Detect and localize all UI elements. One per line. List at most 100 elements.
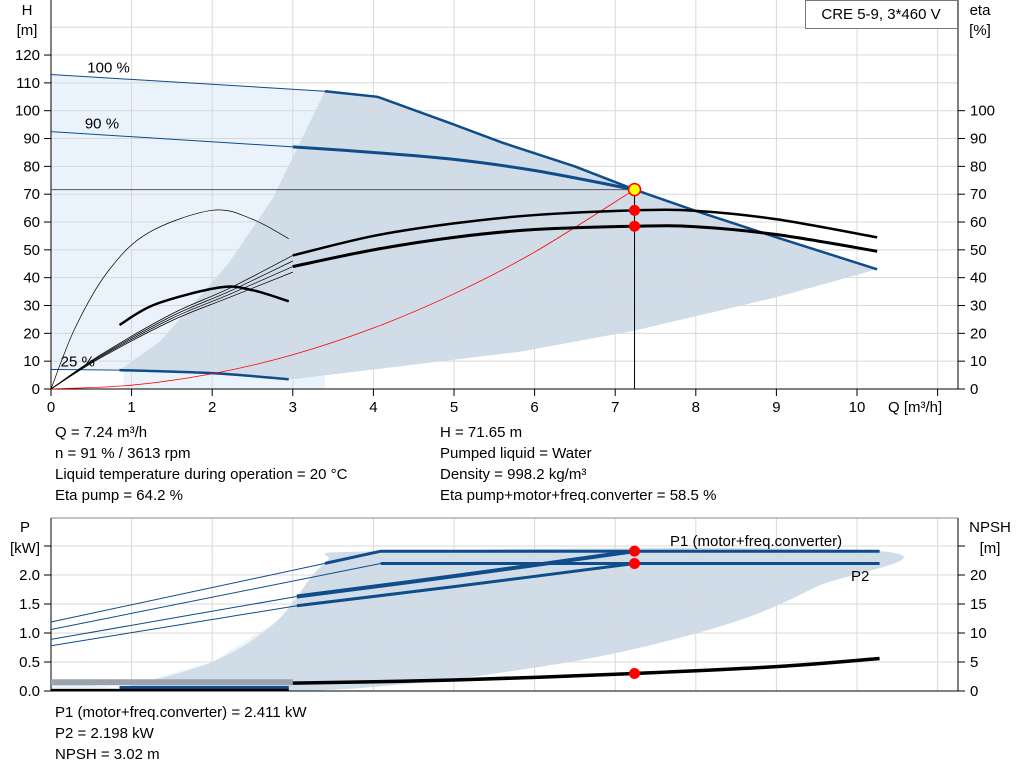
info-q: Q = 7.24 m³/h bbox=[55, 424, 148, 441]
npsh-curve bbox=[292, 656, 880, 685]
npsh-tick-label: 15 bbox=[970, 596, 987, 613]
p-tick-label: 2.0 bbox=[19, 567, 40, 584]
y-tick-label: 120 bbox=[15, 47, 40, 64]
info-density: Density = 998.2 kg/m³ bbox=[440, 466, 587, 483]
p2-curve-thin bbox=[50, 563, 381, 630]
eta-tick-label: 100 bbox=[970, 103, 995, 120]
eta-intermediate-curve bbox=[50, 266, 293, 390]
eta-tick-label: 90 bbox=[970, 131, 987, 148]
npsh-tick-label: 10 bbox=[970, 625, 987, 642]
x-tick-label: 0 bbox=[47, 399, 55, 416]
power-region-dark bbox=[119, 548, 904, 692]
info-npsh: NPSH = 3.02 m bbox=[55, 746, 160, 763]
x-tick-label: 2 bbox=[208, 399, 216, 416]
p1-curve-thin bbox=[50, 562, 326, 623]
duty-point-head bbox=[627, 182, 642, 197]
eta-tick-label: 20 bbox=[970, 325, 987, 342]
y-tick-label: 80 bbox=[23, 158, 40, 175]
p2-90-curve-thin bbox=[50, 605, 297, 647]
curve-90-percent bbox=[292, 145, 635, 192]
pump-model-label: CRE 5-9, 3*460 V bbox=[821, 6, 940, 23]
x-tick-label: 6 bbox=[530, 399, 538, 416]
p1-90-curve bbox=[296, 549, 635, 599]
operating-region-dark bbox=[119, 91, 878, 380]
p-tick-label: 1.5 bbox=[19, 596, 40, 613]
eta-axis-label: eta bbox=[970, 2, 992, 19]
p1-curve-label: P1 (motor+freq.converter) bbox=[670, 533, 842, 550]
info-temp: Liquid temperature during operation = 20… bbox=[55, 466, 348, 483]
x-tick-label: 8 bbox=[692, 399, 700, 416]
eta-tick-label: 40 bbox=[970, 270, 987, 287]
info-p1: P1 (motor+freq.converter) = 2.411 kW bbox=[55, 704, 307, 721]
y-axis-label-unit: [m] bbox=[17, 22, 38, 39]
eta-intermediate-curve bbox=[50, 255, 293, 390]
legend-box bbox=[805, 0, 958, 29]
label-100-percent: 100 % bbox=[87, 60, 130, 77]
x-tick-label: 9 bbox=[772, 399, 780, 416]
curve-90-percent-thin bbox=[50, 131, 293, 148]
curve-25-percent bbox=[119, 368, 289, 381]
x-tick-label: 10 bbox=[849, 399, 866, 416]
p-axis-label-unit: [kW] bbox=[10, 540, 40, 557]
eta-total-25-curve bbox=[118, 285, 290, 327]
p-tick-label: 1.0 bbox=[19, 625, 40, 642]
region-mask bbox=[51, 368, 124, 389]
y-tick-label: 70 bbox=[23, 186, 40, 203]
npsh-tick-label: 5 bbox=[970, 654, 978, 671]
y-axis-label-h: H bbox=[22, 2, 33, 19]
info-p2: P2 = 2.198 kW bbox=[55, 725, 154, 742]
curve-100-percent bbox=[324, 89, 878, 271]
label-25-percent: 25 % bbox=[61, 353, 95, 370]
eta-intermediate-curve bbox=[50, 271, 293, 390]
duty-point-p2 bbox=[629, 558, 641, 570]
eta-tick-label: 10 bbox=[970, 353, 987, 370]
curve-100-percent-thin bbox=[50, 74, 326, 92]
eta-intermediate-curve bbox=[50, 260, 293, 390]
p-tick-label: 0.0 bbox=[19, 683, 40, 700]
eta-pump-curve bbox=[292, 208, 878, 257]
eta-tick-label: 0 bbox=[970, 381, 978, 398]
npsh-tick-label: 20 bbox=[970, 567, 987, 584]
y-tick-label: 30 bbox=[23, 298, 40, 315]
info-eta-pump: Eta pump = 64.2 % bbox=[55, 487, 183, 504]
x-tick-label: 3 bbox=[289, 399, 297, 416]
y-tick-label: 110 bbox=[16, 75, 40, 92]
duty-point-eta-pump bbox=[629, 204, 641, 216]
x-axis-label: Q [m³/h] bbox=[888, 399, 942, 416]
eta-tick-label: 60 bbox=[970, 214, 987, 231]
info-head: H = 71.65 m bbox=[440, 424, 523, 441]
y-tick-label: 0 bbox=[32, 381, 40, 398]
y-tick-label: 60 bbox=[23, 214, 40, 231]
x-tick-label: 1 bbox=[127, 399, 135, 416]
npsh-axis-label-unit: [m] bbox=[980, 540, 1001, 557]
info-eta-total: Eta pump+motor+freq.converter = 58.5 % bbox=[440, 487, 717, 504]
curve-25-percent-thin bbox=[50, 369, 120, 371]
p-axis-label: P bbox=[20, 519, 30, 536]
p-tick-label: 0.5 bbox=[19, 654, 40, 671]
npsh-tick-label: 0 bbox=[970, 683, 978, 700]
x-tick-label: 5 bbox=[450, 399, 458, 416]
eta-tick-label: 70 bbox=[970, 186, 987, 203]
eta-tick-label: 30 bbox=[970, 298, 987, 315]
label-90-percent: 90 % bbox=[85, 115, 119, 132]
y-tick-label: 100 bbox=[15, 103, 40, 120]
p1-90-curve-thin bbox=[50, 595, 297, 640]
duty-point-npsh bbox=[629, 667, 641, 679]
duty-point-eta-total bbox=[629, 220, 641, 232]
x-tick-label: 7 bbox=[611, 399, 619, 416]
y-tick-label: 20 bbox=[23, 325, 40, 342]
x-tick-label: 4 bbox=[369, 399, 377, 416]
system-curve bbox=[50, 189, 635, 390]
eta-tick-label: 50 bbox=[970, 242, 987, 259]
eta-tick-label: 80 bbox=[970, 158, 987, 175]
y-tick-label: 10 bbox=[23, 353, 40, 370]
y-tick-label: 90 bbox=[23, 131, 40, 148]
p2-90-curve bbox=[296, 562, 635, 608]
eta-pump-25-curve bbox=[50, 209, 289, 390]
y-tick-label: 40 bbox=[23, 270, 40, 287]
eta-axis-label-unit: [%] bbox=[969, 22, 991, 39]
p1-curve bbox=[324, 549, 880, 565]
eta-total-curve bbox=[292, 224, 878, 269]
